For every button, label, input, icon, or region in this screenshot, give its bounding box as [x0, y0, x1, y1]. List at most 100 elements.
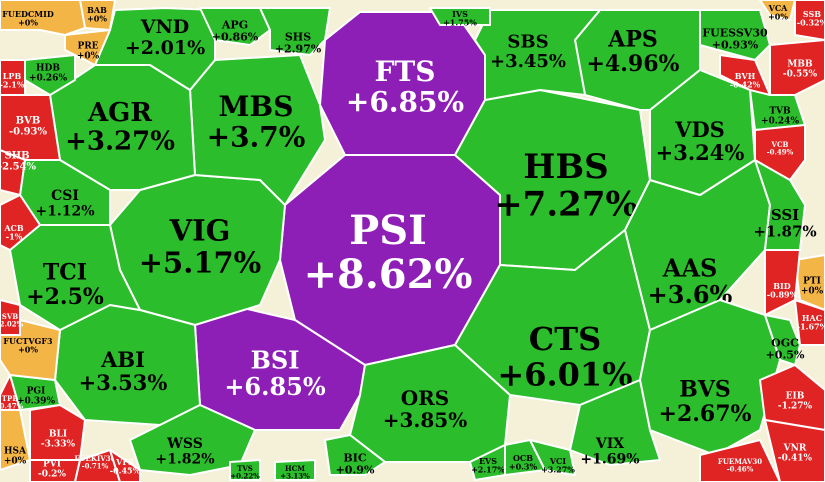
cell-pre[interactable]: PRE+0% — [64, 29, 111, 66]
cell-bvb[interactable]: BVB-0.93% — [0, 94, 61, 161]
cell-ticker-pre: PRE — [77, 42, 98, 52]
cell-vnd[interactable]: VND+2.01% — [94, 7, 216, 91]
cell-ticker-bic: BIC — [343, 451, 366, 464]
cell-lpb[interactable]: LPB-2.1% — [0, 59, 26, 96]
cell-change-fuctvgf3: +0% — [18, 345, 38, 355]
cell-ivs[interactable]: IVS+1.75% — [429, 7, 491, 28]
cell-ticker-shb: SHB — [4, 151, 29, 162]
cell-hac[interactable]: HAC-1.67% — [794, 299, 825, 346]
cell-change-ivs: +1.75% — [443, 18, 477, 28]
cell-fuekiv30[interactable]: FUEKIV30-0.71% — [74, 449, 121, 482]
cell-change-pre: +0% — [77, 52, 100, 62]
cell-shape-eib — [759, 364, 825, 431]
cell-ticker-vca: VCA — [768, 3, 789, 13]
cell-ssb[interactable]: SSB-0.32% — [794, 0, 825, 41]
cell-mbs[interactable]: MBS+3.7% — [189, 54, 326, 206]
cell-bvh[interactable]: BVH-0.42% — [719, 54, 771, 96]
cell-eib[interactable]: EIB-1.27% — [759, 364, 825, 431]
cell-shape-bic — [324, 434, 386, 476]
cell-abi[interactable]: ABI+3.53% — [54, 304, 201, 426]
cell-change-pvi: -0.2% — [38, 470, 66, 480]
cell-change-sbs: +3.45% — [490, 51, 566, 72]
cell-shape-acb — [0, 194, 41, 251]
cell-tvs[interactable]: TVS+0.22% — [229, 459, 261, 481]
cell-vnr[interactable]: VNR-0.41% — [764, 419, 825, 482]
cell-ticker-pvi: PVI — [43, 460, 61, 470]
cell-pvi[interactable]: PVI-0.2% — [29, 459, 81, 482]
cell-pti[interactable]: PTI+0% — [794, 254, 825, 311]
cell-fuedcmid[interactable]: FUEDCMID+0% — [0, 0, 86, 36]
cell-agr[interactable]: AGR+3.27% — [49, 64, 196, 191]
cell-bli[interactable]: BLI-3.33% — [29, 404, 86, 461]
cell-acb[interactable]: ACB-1% — [0, 194, 41, 251]
cell-ticker-vnd: VND — [140, 16, 190, 38]
cell-wss[interactable]: WSS+1.82% — [129, 404, 256, 476]
cell-vci[interactable]: VCI+3.27% — [529, 439, 576, 476]
cell-tci[interactable]: TCI+2.5% — [9, 224, 141, 331]
cell-ticker-fuekiv30: FUEKIV30 — [75, 454, 116, 463]
cell-svb[interactable]: SVB-2.02% — [0, 299, 24, 336]
cell-ticker-vnr: VNR — [783, 444, 807, 454]
cell-ticker-vds: VDS — [674, 117, 725, 142]
cell-mbb[interactable]: MBB-0.55% — [769, 39, 825, 96]
cell-shape-hac — [794, 299, 825, 346]
cell-sbs[interactable]: SBS+3.45% — [474, 9, 601, 101]
cell-change-abi: +3.53% — [79, 370, 168, 395]
cell-hcm[interactable]: HCM+3.13% — [274, 459, 316, 481]
cell-hdb[interactable]: HDB+0.26% — [24, 54, 76, 96]
cell-vfs[interactable]: VFS-0.45% — [109, 449, 141, 482]
cell-vca[interactable]: VCA+0% — [759, 0, 796, 22]
cell-hsa[interactable]: HSA+0% — [0, 409, 31, 471]
cell-change-fuemav30: -0.46% — [727, 465, 754, 474]
cell-aps[interactable]: APS+4.96% — [574, 9, 701, 111]
cell-shape-fuekiv30 — [74, 449, 121, 482]
cell-change-eib: -1.27% — [778, 402, 813, 412]
cell-bid[interactable]: BID-0.89% — [764, 249, 801, 316]
cell-fts[interactable]: FTS+6.85% — [319, 11, 486, 156]
cell-vcb[interactable]: VCB-0.49% — [754, 124, 806, 181]
cell-ticker-bvh: BVH — [735, 71, 756, 81]
cell-ticker-evs: EVS — [479, 456, 497, 466]
cell-apg[interactable]: APG+0.86% — [199, 7, 271, 46]
cell-fuemav30[interactable]: FUEMAV30-0.46% — [699, 439, 781, 482]
cell-ticker-mbs: MBS — [219, 90, 294, 123]
cell-change-bab: +0% — [87, 14, 107, 24]
cell-vds[interactable]: VDS+3.24% — [649, 69, 756, 196]
cell-ticker-abi: ABI — [100, 347, 145, 372]
cell-bic[interactable]: BIC+0.9% — [324, 434, 386, 476]
cell-change-ocb: +0.3% — [509, 462, 538, 472]
cell-ticker-mbb: MBB — [787, 60, 813, 70]
cell-change-ssb: -0.32% — [797, 18, 825, 28]
cell-shape-mbs — [189, 54, 326, 206]
cell-shape-vcb — [754, 124, 806, 181]
cell-change-tvs: +0.22% — [230, 472, 260, 481]
cell-ticker-cts: CTS — [529, 320, 601, 358]
cell-change-ogc: +0.5% — [766, 348, 805, 361]
cell-shape-fuessv30 — [699, 9, 771, 61]
cell-bvs[interactable]: BVS+2.67% — [639, 299, 781, 456]
cell-change-vca: +0% — [768, 12, 788, 22]
cell-ticker-fuedcmid: FUEDCMID — [2, 9, 54, 19]
cell-ticker-tpb: TPB — [2, 394, 18, 403]
cell-ticker-fuemav30: FUEMAV30 — [718, 457, 762, 466]
cell-vix[interactable]: VIX+1.69% — [569, 379, 661, 467]
cell-change-aps: +4.96% — [587, 51, 680, 77]
cell-ticker-pgi: PGI — [27, 387, 46, 397]
cell-shape-ogc — [764, 314, 801, 366]
cell-change-bic: +0.9% — [336, 463, 375, 476]
cell-shape-vca — [759, 0, 796, 21]
cell-ors[interactable]: ORS+3.85% — [349, 344, 511, 463]
cell-fuessv30[interactable]: FUESSV30+0.93% — [699, 9, 771, 61]
cell-ticker-vci: VCI — [549, 456, 567, 466]
cell-change-bid: -0.89% — [767, 290, 798, 300]
cell-shape-vfs — [109, 449, 141, 482]
cell-change-ors: +3.85% — [383, 408, 467, 432]
cell-tpb[interactable]: TPB-0.47% — [0, 374, 24, 411]
cell-aas[interactable]: AAS+3.6% — [624, 159, 771, 331]
cell-psi[interactable]: PSI+8.62% — [279, 154, 501, 366]
cell-shs[interactable]: SHS+2.97% — [259, 7, 331, 56]
cell-ticker-hbs: HBS — [523, 147, 608, 187]
cell-ogc[interactable]: OGC+0.5% — [764, 314, 805, 366]
cell-ssi[interactable]: SSI+1.87% — [753, 159, 817, 251]
